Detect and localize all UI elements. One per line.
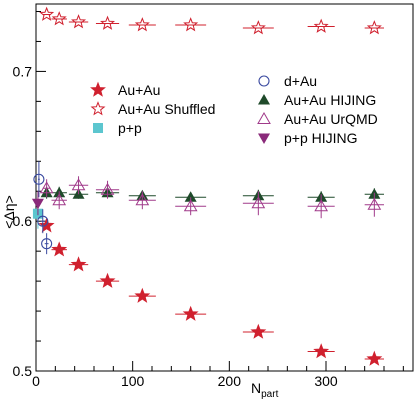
data-point bbox=[71, 178, 86, 191]
series-p-p-hijing bbox=[31, 191, 44, 216]
series-au-au-urqmd bbox=[39, 176, 384, 219]
data-point bbox=[183, 199, 198, 212]
series-d-au bbox=[33, 161, 53, 255]
legend-label: d+Au bbox=[284, 73, 317, 89]
legend-marker bbox=[258, 133, 270, 144]
data-point bbox=[99, 272, 116, 288]
data-point bbox=[70, 256, 87, 272]
data-point bbox=[134, 287, 151, 303]
x-axis-label-subscript: part bbox=[261, 389, 278, 400]
data-point bbox=[250, 20, 266, 35]
data-point bbox=[250, 323, 267, 339]
x-tick-label: 0 bbox=[32, 373, 40, 389]
x-tick-label: 200 bbox=[218, 373, 242, 389]
y-axis-label: <Δη> bbox=[1, 195, 17, 229]
series-au-au-hijing bbox=[40, 186, 384, 204]
x-axis: 0 100 200 300 bbox=[32, 361, 404, 389]
data-point bbox=[182, 305, 199, 321]
data-point bbox=[367, 197, 382, 210]
data-point bbox=[366, 350, 383, 366]
series-au-au-shuffled bbox=[39, 6, 384, 35]
data-point bbox=[52, 193, 67, 206]
series-au-au bbox=[38, 217, 384, 366]
y-tick-label: 0.7 bbox=[13, 63, 33, 79]
x-tick-label: 100 bbox=[121, 373, 145, 389]
data-point bbox=[33, 173, 45, 185]
legend-left: Au+Au Au+Au Shuffled p+p bbox=[90, 81, 215, 136]
data-point bbox=[134, 17, 150, 32]
data-point bbox=[31, 198, 44, 210]
data-point bbox=[71, 14, 87, 29]
data-point bbox=[314, 199, 329, 212]
legend-label: p+p bbox=[118, 120, 142, 136]
legend-label: Au+Au bbox=[118, 82, 160, 98]
y-axis: 0.5 0.6 0.7 bbox=[13, 10, 46, 379]
data-point bbox=[251, 196, 266, 209]
legend-label: Au+Au UrQMD bbox=[284, 111, 378, 127]
x-tick-label: 300 bbox=[314, 373, 338, 389]
legend-marker bbox=[257, 111, 271, 124]
data-point bbox=[313, 18, 329, 33]
legend-marker bbox=[258, 94, 270, 105]
plot-frame bbox=[35, 3, 414, 372]
legend-marker bbox=[93, 123, 103, 133]
x-axis-label-main: N bbox=[251, 380, 261, 396]
data-point bbox=[51, 241, 68, 257]
data-point bbox=[41, 238, 53, 250]
data-point bbox=[366, 20, 382, 35]
data-point bbox=[37, 215, 49, 227]
plot-area bbox=[35, 3, 414, 372]
series-layer bbox=[31, 6, 384, 366]
data-point bbox=[39, 6, 55, 21]
data-point bbox=[135, 193, 150, 206]
legend-label: Au+Au Shuffled bbox=[118, 101, 215, 117]
legend-right: d+Au Au+Au HIJING Au+Au UrQMD p+p HIJING bbox=[257, 73, 378, 146]
data-point bbox=[100, 15, 116, 30]
legend-marker bbox=[90, 81, 106, 97]
data-point bbox=[51, 11, 67, 26]
data-point bbox=[100, 182, 115, 195]
data-point bbox=[39, 181, 54, 194]
y-tick-label: 0.6 bbox=[13, 213, 33, 229]
legend-marker bbox=[258, 75, 270, 87]
y-tick-label: 0.5 bbox=[13, 363, 33, 379]
legend-marker bbox=[90, 101, 106, 116]
data-point bbox=[183, 17, 199, 32]
data-point bbox=[313, 343, 330, 359]
x-axis-label: Npart bbox=[251, 380, 279, 400]
data-point bbox=[184, 191, 197, 202]
legend-label: Au+Au HIJING bbox=[284, 92, 376, 108]
legend-label: p+p HIJING bbox=[284, 130, 358, 146]
